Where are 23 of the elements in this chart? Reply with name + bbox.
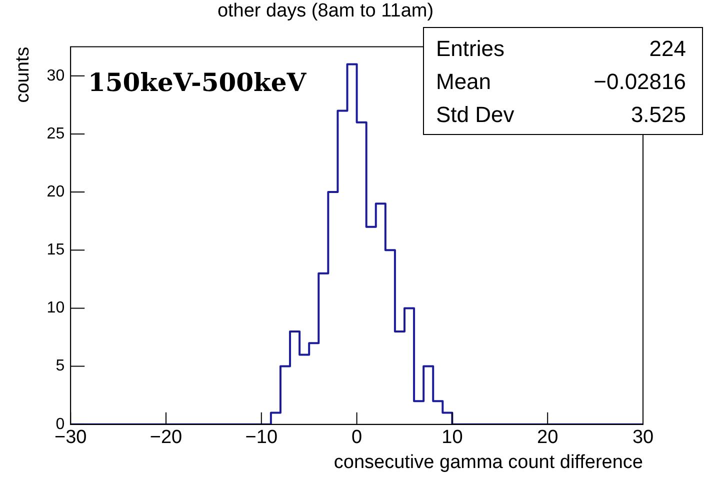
annotation: Entries — [436, 35, 504, 63]
x-tick-label: 0 — [352, 427, 362, 448]
annotation: 150keV-500keV — [88, 68, 306, 97]
annotation: Std Dev — [436, 101, 514, 129]
y-tick-label: 10 — [46, 300, 65, 317]
chart-title: other days (8am to 11am) — [217, 0, 434, 22]
x-tick-label: −20 — [150, 427, 182, 448]
x-tick-label: 10 — [442, 427, 463, 448]
x-tick-label: 20 — [537, 427, 558, 448]
x-axis-title: consecutive gamma count difference — [334, 452, 643, 473]
x-tick-label: 30 — [632, 427, 654, 448]
annotation: −0.02816 — [594, 68, 686, 96]
y-tick-label: 30 — [46, 67, 65, 84]
text: 224 — [649, 35, 686, 63]
y-tick-label: 5 — [56, 358, 65, 375]
annotation: Mean — [436, 68, 492, 96]
y-tick-label: 0 — [56, 416, 65, 433]
y-axis-title: counts — [12, 46, 34, 103]
y-tick-label: 25 — [46, 125, 65, 142]
x-tick-label: −10 — [245, 427, 278, 448]
annotation: 3.525 — [630, 101, 686, 129]
y-tick-label: 20 — [46, 183, 65, 200]
y-tick-label: 15 — [46, 242, 65, 259]
